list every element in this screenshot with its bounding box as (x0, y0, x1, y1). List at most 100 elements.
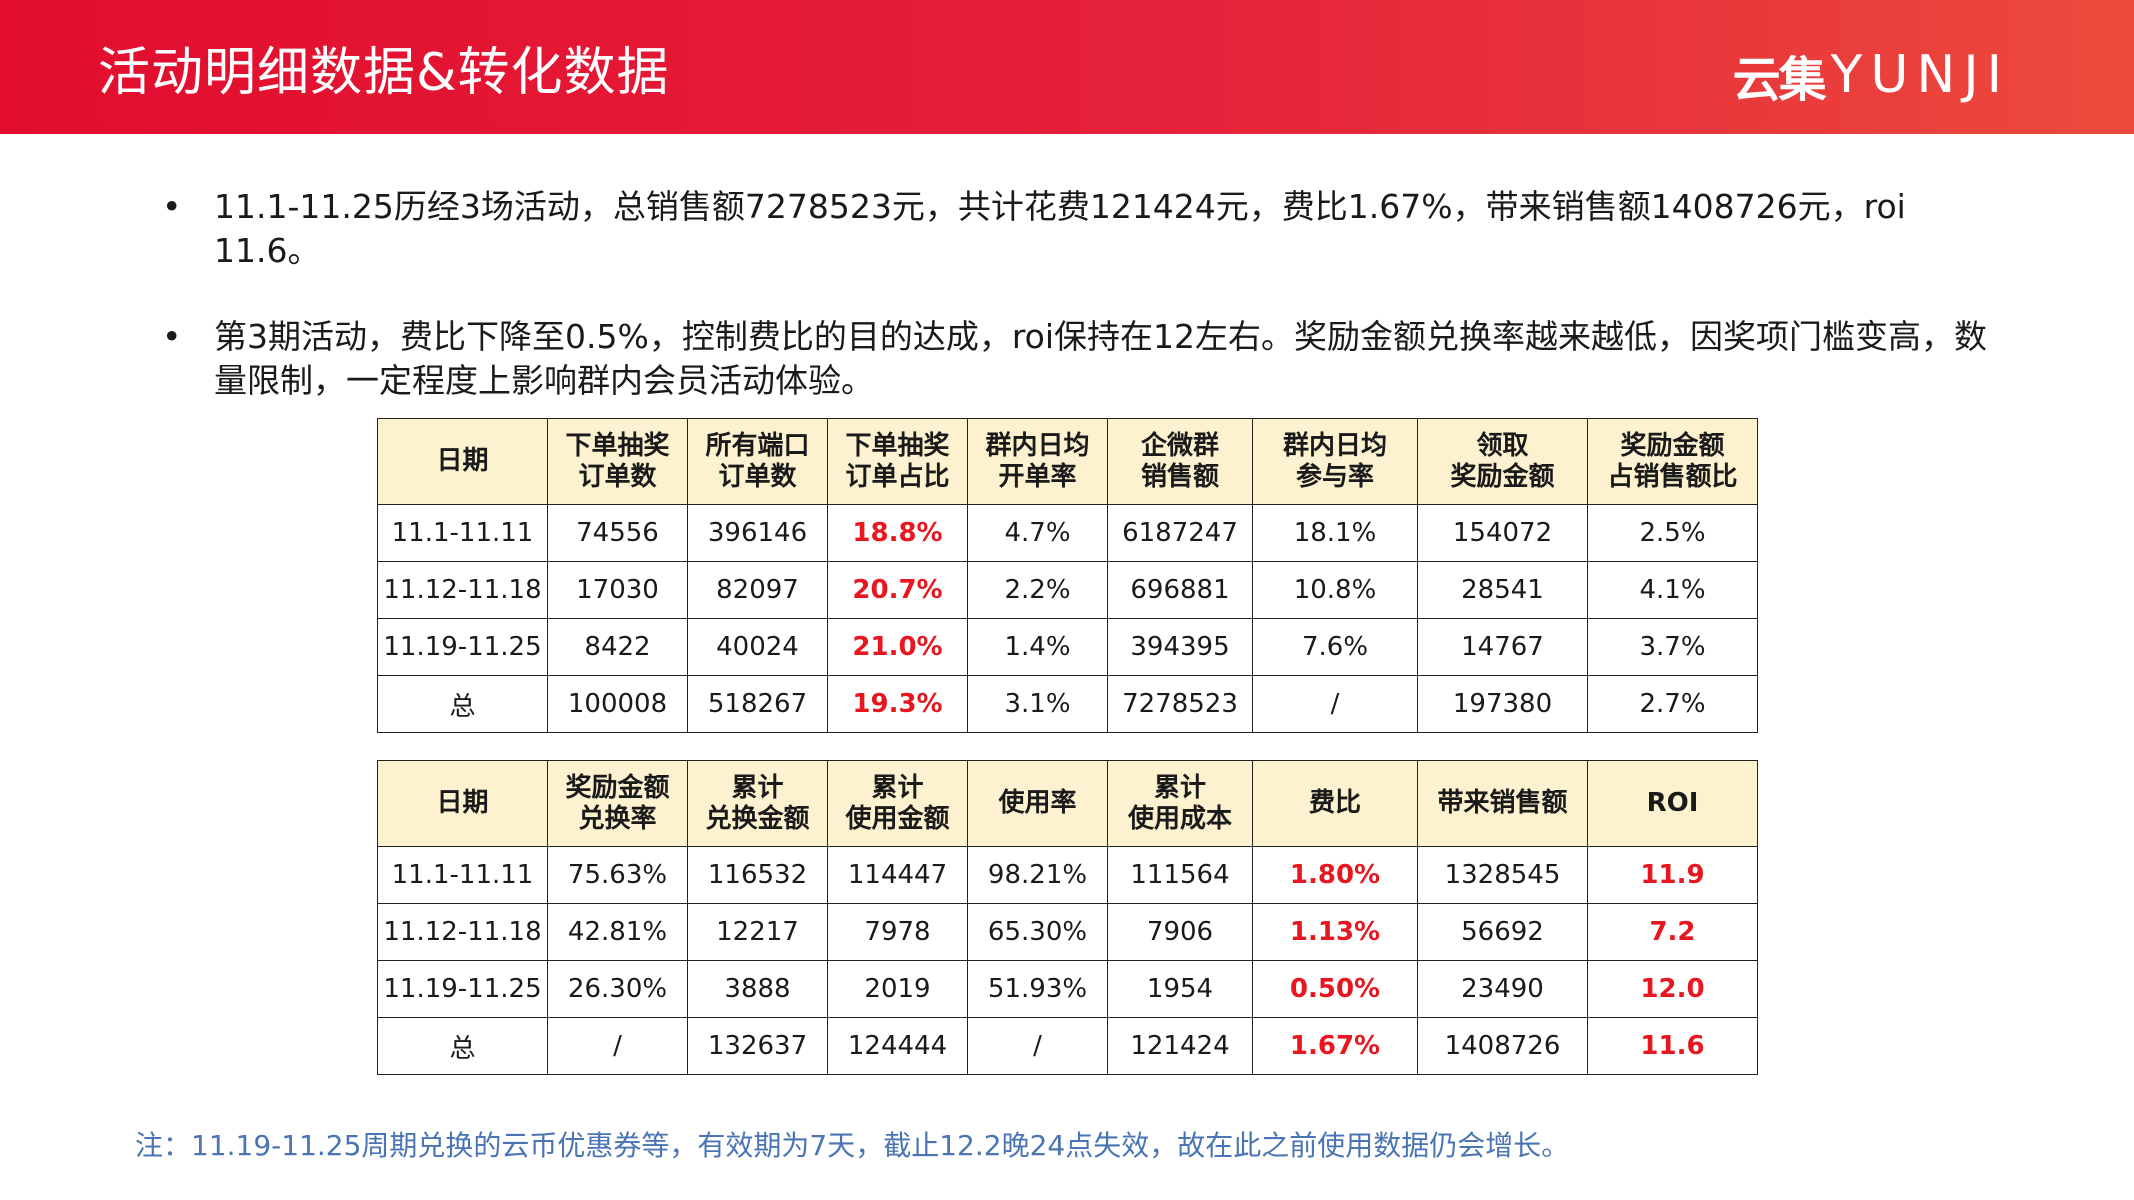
table-cell: 19.3% (827, 675, 968, 733)
table-cell: 121424 (1107, 1017, 1253, 1075)
table-cell: 14767 (1417, 618, 1588, 676)
column-header-line: 使用率 (998, 788, 1077, 818)
table-cell: 23490 (1417, 960, 1588, 1018)
table-cell: 12.0 (1587, 960, 1758, 1018)
column-header-line: 兑换金额 (705, 803, 810, 834)
bullet-dot-icon: • (162, 317, 182, 356)
table-cell: 124444 (827, 1017, 968, 1075)
table-cell: 10.8% (1252, 561, 1418, 619)
table-cell: 132637 (687, 1017, 828, 1075)
table-cell: 18.8% (827, 504, 968, 562)
bullet-item: • 11.1-11.25历经3场活动，总销售额7278523元，共计花费1214… (160, 185, 2020, 273)
table-cell: 2.7% (1587, 675, 1758, 733)
table-cell: 21.0% (827, 618, 968, 676)
table-cell: 7.6% (1252, 618, 1418, 676)
logo-en-text: YUNJI (1830, 45, 2010, 105)
table-row: 总/132637 124444/121424 1.67% 1408726 11.6 (377, 1017, 1758, 1075)
table-cell: 82097 (687, 561, 828, 619)
table-cell: 2.5% (1587, 504, 1758, 562)
table-cell: 11.1-11.11 (377, 846, 548, 904)
column-header-line: 订单数 (718, 461, 797, 492)
table-cell: 3.7% (1587, 618, 1758, 676)
table-cell: 1.80% (1252, 846, 1418, 904)
table-cell: 116532 (687, 846, 828, 904)
table-cell: 20.7% (827, 561, 968, 619)
column-header-line: 带来销售额 (1437, 788, 1568, 818)
table-row: 11.12-11.18 42.81% 12217 7978 65.30% 7906 1.13… (377, 903, 1758, 961)
table-cell: 7278523 (1107, 675, 1253, 733)
column-header-line: 累计 (731, 772, 784, 803)
table-cell: 2019 (827, 960, 968, 1018)
table-cell: 4.1% (1587, 561, 1758, 619)
table-row: 11.12-11.18 17030 82097 20.7% 2.2% 696881 10.8… (377, 561, 1758, 619)
column-header: 带来销售额 (1417, 760, 1588, 847)
table-cell: 100008 (547, 675, 688, 733)
column-header: 累计 兑换金额 (687, 760, 828, 847)
table-cell: 26.30% (547, 960, 688, 1018)
table-cell: 12217 (687, 903, 828, 961)
table-cell: 7.2 (1587, 903, 1758, 961)
column-header-line: 兑换率 (578, 803, 657, 834)
table-body: 11.1-11.11 74556 396146 18.8% 4.7% 6187247 18.… (377, 504, 1758, 733)
footnote: 注：11.19-11.25周期兑换的云币优惠券等，有效期为7天，截止12.2晚2… (135, 1129, 1570, 1162)
column-header-line: 奖励金额 (565, 772, 670, 803)
column-header-line: 群内日均 (1282, 430, 1387, 461)
table-cell: 40024 (687, 618, 828, 676)
column-header: 群内日均 参与率 (1252, 418, 1418, 505)
table-cell: 154072 (1417, 504, 1588, 562)
column-header-line: 下单抽奖 (845, 430, 950, 461)
column-header: 使用率 (967, 760, 1108, 847)
table-cell: 7978 (827, 903, 968, 961)
bullet-text: 11.1-11.25历经3场活动，总销售额7278523元，共计花费121424… (214, 187, 1906, 270)
table-cell: 197380 (1417, 675, 1588, 733)
table-cell: 56692 (1417, 903, 1588, 961)
table-cell: 111564 (1107, 846, 1253, 904)
column-header: 费比 (1252, 760, 1418, 847)
table-cell: 394395 (1107, 618, 1253, 676)
table-cell: 1408726 (1417, 1017, 1588, 1075)
table-cell: 17030 (547, 561, 688, 619)
table-cell: 1328545 (1417, 846, 1588, 904)
table-cell: 518267 (687, 675, 828, 733)
table-cell: 1.13% (1252, 903, 1418, 961)
column-header-line: 占销售额比 (1607, 461, 1738, 492)
logo-cn-text: 云集 (1732, 52, 1827, 108)
column-header-line: 累计 (871, 772, 924, 803)
header-banner: 活动明细数据&转化数据 云集 YUNJI (0, 0, 2134, 134)
table-cell: / (547, 1017, 688, 1075)
column-header-line: 使用金额 (845, 803, 950, 834)
column-header-line: 领取 (1476, 430, 1529, 461)
table-cell: 11.6 (1587, 1017, 1758, 1075)
column-header-line: 订单占比 (845, 461, 950, 492)
column-header: 累计 使用金额 (827, 760, 968, 847)
column-header-line: 使用成本 (1127, 803, 1232, 834)
column-header: 奖励金额 占销售额比 (1587, 418, 1758, 505)
table-cell: 98.21% (967, 846, 1108, 904)
column-header-line: 参与率 (1295, 461, 1374, 492)
table-cell: 396146 (687, 504, 828, 562)
column-header-line: 奖励金额 (1450, 461, 1555, 492)
table-cell: 18.1% (1252, 504, 1418, 562)
column-header: 累计 使用成本 (1107, 760, 1253, 847)
column-header-line: 费比 (1308, 788, 1361, 818)
column-header-line: 群内日均 (985, 430, 1090, 461)
table-cell: 6187247 (1107, 504, 1253, 562)
table-cell: 42.81% (547, 903, 688, 961)
bullet-text: 第3期活动，费比下降至0.5%，控制费比的目的达成，roi保持在12左右。奖励金… (214, 317, 1988, 400)
column-header: 下单抽奖 订单占比 (827, 418, 968, 505)
table-cell: 11.19-11.25 (377, 960, 548, 1018)
column-header-line: 销售额 (1140, 461, 1219, 492)
column-header-line: 累计 (1153, 772, 1206, 803)
table-cell: 4.7% (967, 504, 1108, 562)
table-cell: 1.67% (1252, 1017, 1418, 1075)
table-cell: 2.2% (967, 561, 1108, 619)
bullet-list: • 11.1-11.25历经3场活动，总销售额7278523元，共计花费1214… (160, 185, 2020, 445)
table-cell: 11.12-11.18 (377, 561, 548, 619)
column-header: 群内日均 开单率 (967, 418, 1108, 505)
column-header-line: 日期 (436, 788, 489, 818)
column-header-line: 开单率 (998, 461, 1077, 492)
table-cell: 75.63% (547, 846, 688, 904)
table-cell: 7906 (1107, 903, 1253, 961)
table-cell: 65.30% (967, 903, 1108, 961)
table-header-row: 日期 下单抽奖 订单数 所有端口 订单数 下单抽奖 订单占比 群内日均 开单率 企微群 销售额 群内日… (377, 418, 1758, 505)
